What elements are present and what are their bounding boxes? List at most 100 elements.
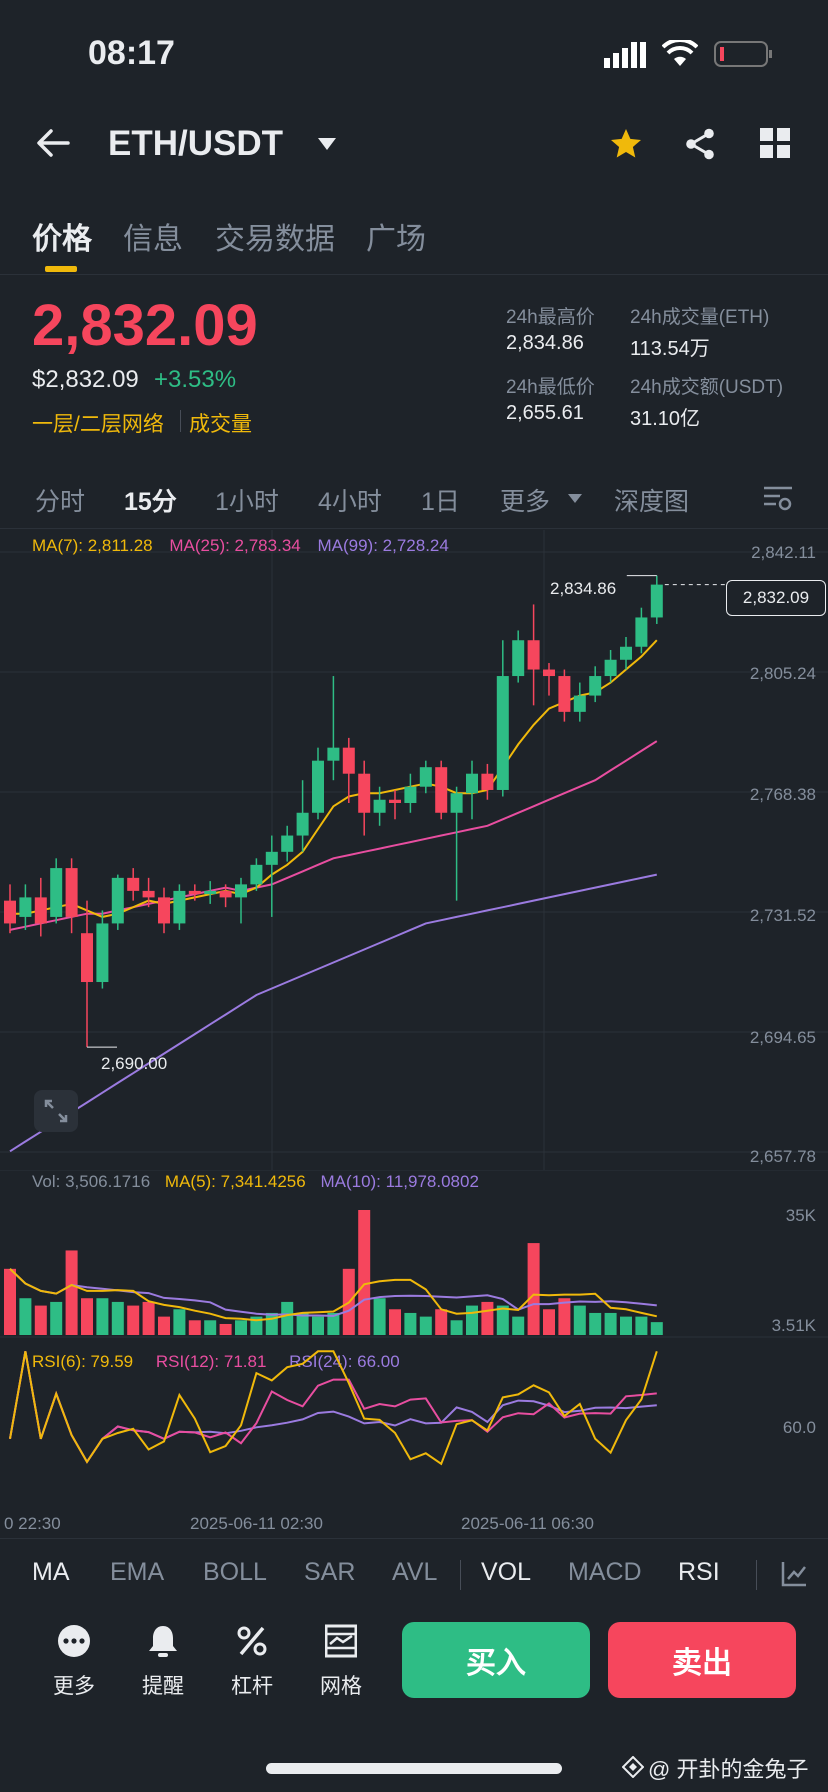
candle-body (650, 584, 663, 618)
ind-ema[interactable]: EMA (110, 1558, 165, 1586)
high-marker-label: 2,834.86 (550, 579, 617, 598)
tab-price[interactable]: 价格 (32, 223, 92, 256)
tab-square[interactable]: 广场 (366, 223, 426, 256)
volume-bar (219, 1323, 232, 1335)
y-tick: 2,842.11 (751, 543, 816, 562)
network-tag[interactable]: 一层/二层网络 (32, 413, 164, 436)
usd-price: $2,832.09 (32, 366, 139, 393)
action-alert[interactable]: 提醒 (123, 1624, 203, 1704)
candle-body (204, 890, 217, 895)
tf-more[interactable]: 更多 (500, 488, 551, 516)
pair-title[interactable]: ETH/USDT (108, 124, 283, 163)
volume-bar (96, 1298, 109, 1335)
buy-button[interactable]: 买入 (402, 1622, 590, 1698)
volume-bar (158, 1316, 170, 1335)
rsi-chart[interactable] (0, 1340, 828, 1512)
tab-info[interactable]: 信息 (123, 223, 183, 256)
volume-bar (65, 1250, 78, 1335)
tab-trading-data[interactable]: 交易数据 (215, 223, 335, 256)
ind-sar[interactable]: SAR (304, 1558, 356, 1586)
volume-bar (81, 1298, 93, 1335)
favorite-star-icon[interactable] (608, 126, 644, 162)
y-tick: 2,731.52 (749, 906, 816, 925)
tf-1d[interactable]: 1日 (421, 488, 460, 516)
volume-bar (250, 1316, 263, 1335)
candle-body (389, 799, 401, 803)
ind-avl[interactable]: AVL (392, 1558, 438, 1586)
tf-line[interactable]: 分时 (35, 488, 86, 516)
tf-15m[interactable]: 15分 (124, 488, 177, 516)
action-more[interactable]: 更多 (34, 1624, 114, 1704)
ind-boll[interactable]: BOLL (203, 1558, 267, 1586)
candle-body (312, 760, 324, 813)
volume-bar (635, 1316, 648, 1335)
ind-ma[interactable]: MA (32, 1558, 70, 1586)
sell-button[interactable]: 卖出 (608, 1622, 796, 1698)
grid-trading-icon (325, 1624, 357, 1658)
high-label: 24h最高价 (506, 307, 595, 328)
ind-rsi[interactable]: RSI (678, 1558, 720, 1586)
grid-menu-icon[interactable] (760, 128, 790, 158)
candle-body (327, 747, 340, 761)
timeframe-bar: 分时 15分 1小时 4小时 1日 更多 深度图 (0, 478, 828, 518)
header: ETH/USDT (0, 110, 828, 180)
chart-top-divider (0, 528, 828, 529)
candle-body (296, 812, 309, 836)
percent-icon (237, 1626, 267, 1656)
candle-body (219, 890, 232, 898)
volume-bar (573, 1305, 586, 1335)
candle-body (604, 659, 617, 677)
ind-macd[interactable]: MACD (568, 1558, 642, 1586)
candle-body (589, 676, 602, 696)
candlestick-chart[interactable] (0, 530, 828, 1170)
ma25-label: MA(25): 2,783.34 (169, 536, 301, 555)
status-time: 08:17 (88, 34, 175, 72)
bell-icon (149, 1626, 177, 1657)
main-tabs: 价格 信息 交易数据 广场 (0, 210, 828, 274)
volume-tag[interactable]: 成交量 (189, 413, 252, 436)
chart-settings-icon[interactable] (764, 486, 792, 512)
volume-bar (389, 1309, 401, 1335)
volume-bar (604, 1312, 617, 1335)
high-value: 2,834.86 (506, 332, 584, 354)
rsi12-label: RSI(12): 71.81 (155, 1352, 267, 1371)
candle-body (543, 669, 555, 677)
vol-legend: Vol: 3,506.1716 MA(5): 7,341.4256 MA(10)… (32, 1172, 479, 1192)
volume-bar (466, 1305, 478, 1335)
watermark-diamond-icon (622, 1756, 644, 1778)
candle-body (142, 890, 155, 898)
tf-1h[interactable]: 1小时 (215, 488, 279, 516)
low-value: 2,655.61 (506, 402, 584, 424)
expand-chart-button[interactable] (34, 1090, 78, 1132)
action-leverage-label: 杠杆 (231, 1675, 273, 1698)
volume-chart[interactable] (0, 1170, 828, 1340)
last-price: 2,832.09 (32, 293, 258, 358)
back-arrow-icon[interactable] (36, 128, 70, 158)
volume-bar (4, 1268, 16, 1335)
ind-vol[interactable]: VOL (481, 1558, 532, 1586)
action-leverage[interactable]: 杠杆 (212, 1624, 292, 1704)
indicator-settings-icon[interactable] (780, 1560, 808, 1588)
volume-bar (496, 1305, 509, 1335)
low-marker-label: 2,690.00 (101, 1054, 168, 1073)
tf-depth[interactable]: 深度图 (614, 488, 690, 516)
indicator-divider (460, 1560, 461, 1590)
volume-bar (512, 1316, 525, 1335)
y-tick: 2,768.38 (749, 785, 816, 804)
candle-body (481, 773, 494, 790)
ma7-label: MA(7): 2,811.28 (32, 536, 153, 555)
battery-icon (714, 41, 772, 67)
candle-body (620, 646, 632, 660)
candle-body (65, 868, 78, 917)
rsi6-label: RSI(6): 79.59 (32, 1352, 134, 1371)
share-icon[interactable] (682, 126, 718, 162)
candle-body (558, 676, 571, 712)
volume-bar (265, 1312, 278, 1335)
tf-4h[interactable]: 4小时 (318, 488, 382, 516)
caret-down-icon[interactable] (318, 138, 336, 150)
candle-body (188, 890, 201, 895)
vol-value-label: Vol: 3,506.1716 (32, 1172, 151, 1191)
candle-body (573, 695, 586, 712)
candle-body (158, 897, 170, 924)
action-grid[interactable]: 网格 (301, 1624, 381, 1704)
